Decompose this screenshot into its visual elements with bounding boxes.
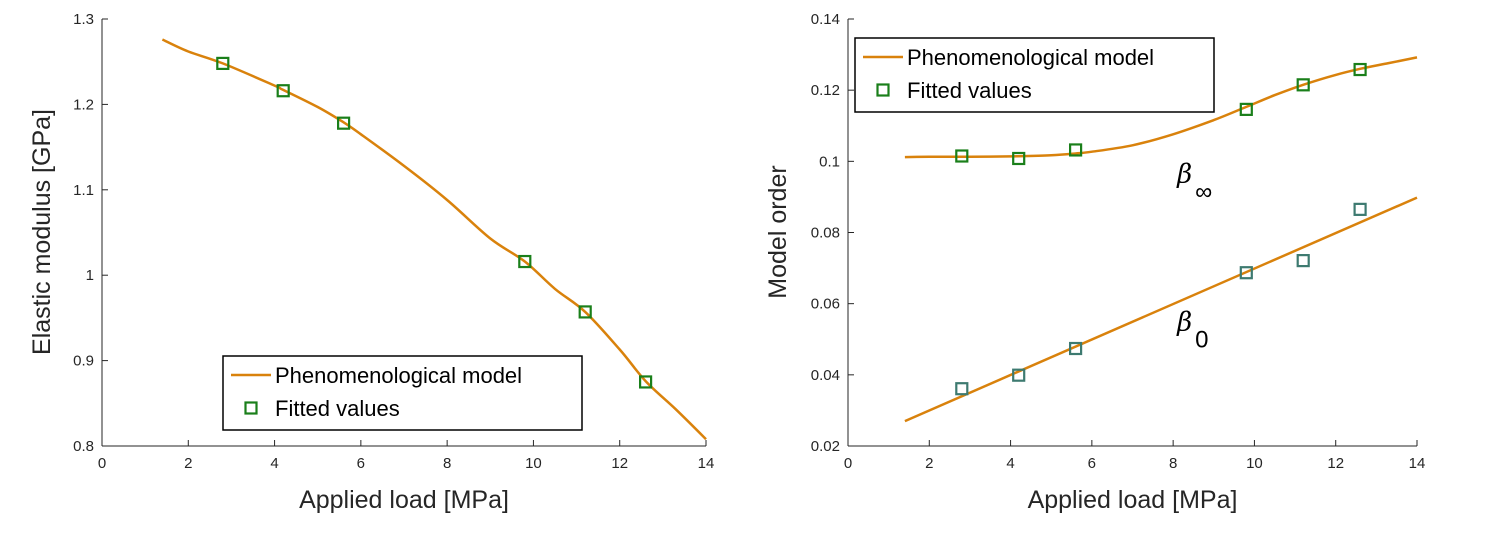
- x-tick-label: 0: [844, 455, 852, 472]
- data-point: [1296, 78, 1310, 92]
- y-tick-label: 0.06: [811, 296, 840, 313]
- y-tick-label: 1.3: [73, 11, 94, 28]
- data-point: [1012, 368, 1026, 382]
- y-tick-label: 0.8: [73, 438, 94, 455]
- legend-label-fitted: Fitted values: [275, 396, 400, 421]
- data-point: [955, 382, 969, 396]
- chart-1: 0 2 4 6 8 10 12 14 0.8 0.9 1 1.1 1.2 1.3 Applied load …: [28, 11, 714, 514]
- legend-box: [854, 37, 1215, 113]
- x-tick-label: 6: [1088, 455, 1096, 472]
- data-point: [1353, 62, 1367, 77]
- x-tick-label: 10: [525, 455, 542, 472]
- y-axis-label: Model order: [764, 165, 792, 298]
- data-point: [1068, 341, 1083, 356]
- data-point: [518, 254, 532, 269]
- data-point: [1239, 266, 1253, 280]
- y-tick-label: 1.1: [73, 182, 94, 199]
- y-tick-label: 0.12: [811, 82, 840, 99]
- data-point: [955, 149, 969, 163]
- x-tick-label: 14: [698, 455, 715, 472]
- legend: Phenomenological model Fitted values: [854, 37, 1215, 113]
- beta-annotation: β: [1176, 160, 1192, 190]
- y-tick-label: 0.08: [811, 225, 840, 242]
- data-point: [1012, 151, 1026, 166]
- chart-2: 0 2 4 6 8 10 12 14 0.02 0.04 0.06 0.08 0.1 0.12 0.14 Ap…: [764, 11, 1425, 514]
- beta-subscript: 0: [1195, 326, 1208, 353]
- legend-marker-swatch: [244, 401, 258, 415]
- x-tick-label: 12: [1327, 455, 1344, 472]
- legend-marker-swatch: [876, 83, 890, 97]
- beta-annotation: β: [1176, 307, 1192, 337]
- x-tick-label: 12: [611, 455, 628, 472]
- series-line: [904, 196, 1418, 423]
- data-point: [1296, 254, 1310, 268]
- series-line: [161, 38, 707, 441]
- data-point: [1068, 143, 1083, 157]
- x-tick-label: 14: [1409, 455, 1426, 472]
- data-point: [276, 84, 290, 98]
- y-tick-label: 0.1: [819, 153, 840, 170]
- x-tick-label: 4: [270, 455, 278, 472]
- legend: Phenomenological model Fitted values: [222, 355, 583, 431]
- data-point: [216, 56, 230, 71]
- x-tick-label: 6: [357, 455, 365, 472]
- data-point: [1239, 102, 1253, 116]
- data-point: [1353, 202, 1367, 216]
- y-tick-label: 0.9: [73, 353, 94, 370]
- y-tick-label: 1.2: [73, 96, 94, 113]
- y-tick-label: 0.02: [811, 438, 840, 455]
- beta-subscript: ∞: [1195, 179, 1212, 206]
- x-tick-label: 10: [1246, 455, 1263, 472]
- x-tick-label: 8: [443, 455, 451, 472]
- y-axis-label: Elastic modulus [GPa]: [28, 109, 56, 355]
- y-tick-label: 1: [86, 267, 94, 284]
- legend-box: [222, 355, 583, 431]
- x-tick-label: 4: [1006, 455, 1014, 472]
- x-tick-label: 2: [925, 455, 933, 472]
- x-tick-label: 0: [98, 455, 106, 472]
- x-tick-label: 8: [1169, 455, 1177, 472]
- legend-label-model: Phenomenological model: [275, 363, 522, 388]
- y-tick-label: 0.14: [811, 11, 840, 28]
- x-axis-label: Applied load [MPa]: [299, 486, 509, 514]
- data-point: [638, 375, 653, 389]
- x-axis-label: Applied load [MPa]: [1028, 486, 1238, 514]
- legend-label-fitted: Fitted values: [907, 78, 1032, 103]
- series-line: [904, 56, 1418, 159]
- x-tick-label: 2: [184, 455, 192, 472]
- y-tick-label: 0.04: [811, 367, 840, 384]
- data-point: [578, 305, 592, 319]
- legend-label-model: Phenomenological model: [907, 45, 1154, 70]
- data-point: [337, 116, 351, 130]
